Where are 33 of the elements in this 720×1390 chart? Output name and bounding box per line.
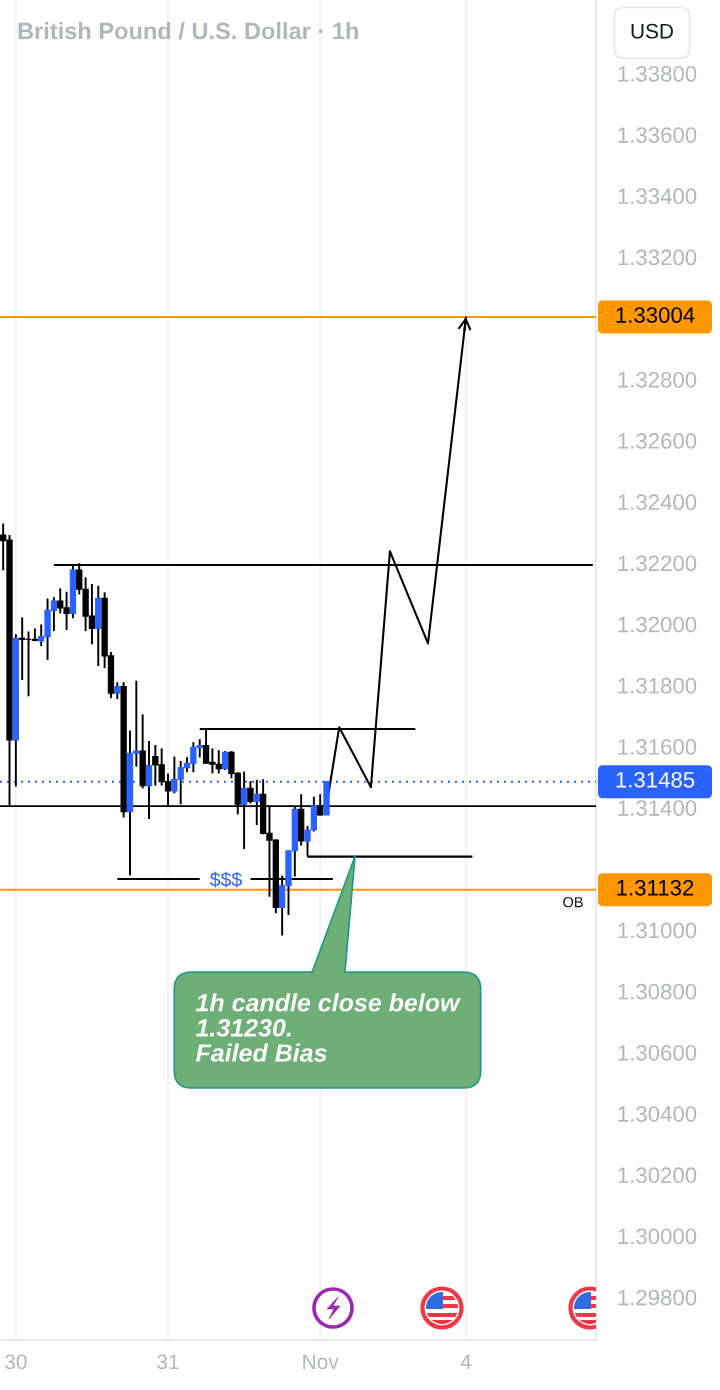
y-tick-label: 1.31600 — [618, 739, 697, 755]
y-tick-label: 1.32000 — [618, 616, 697, 633]
ref-line-label: 1.31485 — [616, 771, 695, 788]
annotation: $$$ — [209, 871, 242, 888]
y-axis-title: USD — [631, 23, 673, 39]
candlestick — [247, 780, 254, 805]
y-tick-label: 1.30000 — [618, 1228, 697, 1245]
y-tick-label: 1.33200 — [618, 249, 697, 266]
y-tick-label: 1.33600 — [618, 127, 697, 143]
y-tick-label: 1.32600 — [618, 433, 697, 449]
x-tick-label: 30 — [5, 1354, 27, 1370]
x-tick-label: 4 — [460, 1354, 472, 1369]
text: British Pound / U.S. Dollar · 1h — [18, 22, 358, 40]
y-tick-label: 1.32800 — [618, 371, 697, 388]
y-tick-label: 1.31800 — [618, 677, 697, 694]
y-tick-label: 1.30800 — [618, 983, 697, 1000]
y-tick-label: 1.30400 — [618, 1106, 697, 1122]
x-tick-label: Nov — [303, 1354, 339, 1370]
annotation: 1h candle close below 1.31230. Failed Bias — [195, 993, 461, 1062]
y-tick-label: 1.31400 — [618, 800, 697, 816]
candlestick — [317, 793, 324, 817]
y-tick-label: 1.30200 — [618, 1167, 697, 1184]
y-tick-label: 1.33400 — [618, 188, 697, 205]
ref-line-label: 1.31132 — [617, 879, 694, 896]
x-tick-label: 31 — [157, 1354, 179, 1370]
y-tick-label: 1.32200 — [618, 555, 697, 572]
annotation: OB — [563, 896, 583, 908]
y-tick-label: 1.29800 — [618, 1289, 697, 1306]
y-tick-label: 1.30600 — [618, 1044, 697, 1061]
ref-line-label: 1.33004 — [616, 307, 695, 323]
y-tick-label: 1.32400 — [618, 494, 697, 511]
y-tick-label: 1.31000 — [618, 922, 697, 939]
y-tick-label: 1.33800 — [618, 65, 697, 82]
